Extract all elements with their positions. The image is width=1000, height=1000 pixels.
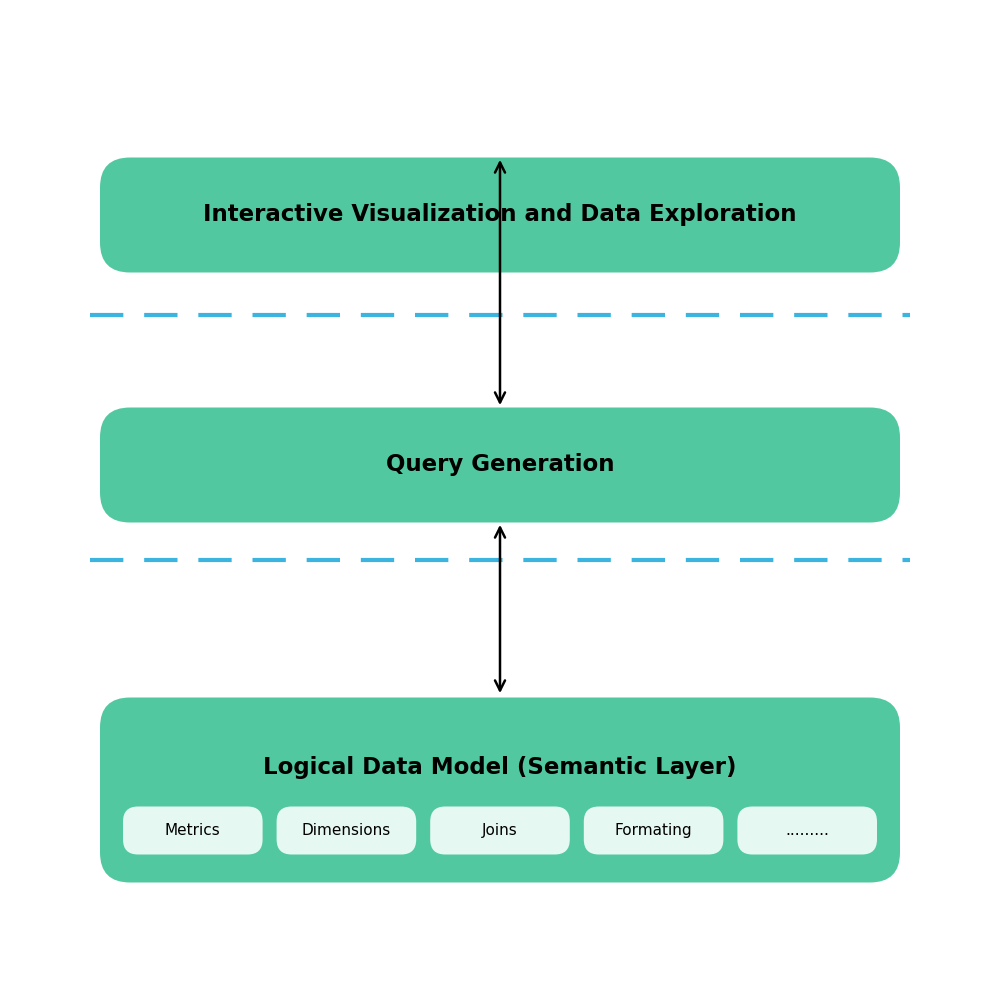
FancyBboxPatch shape xyxy=(100,157,900,272)
Text: Joins: Joins xyxy=(482,823,518,838)
FancyBboxPatch shape xyxy=(737,806,877,854)
FancyBboxPatch shape xyxy=(584,806,723,854)
FancyBboxPatch shape xyxy=(430,806,570,854)
Text: Query Generation: Query Generation xyxy=(386,454,614,477)
Text: Formating: Formating xyxy=(615,823,692,838)
FancyBboxPatch shape xyxy=(123,806,263,854)
Text: Metrics: Metrics xyxy=(165,823,221,838)
FancyBboxPatch shape xyxy=(277,806,416,854)
Text: Interactive Visualization and Data Exploration: Interactive Visualization and Data Explo… xyxy=(203,204,797,227)
Text: Dimensions: Dimensions xyxy=(302,823,391,838)
FancyBboxPatch shape xyxy=(100,408,900,522)
Text: .........: ......... xyxy=(785,823,829,838)
Text: Logical Data Model (Semantic Layer): Logical Data Model (Semantic Layer) xyxy=(263,756,737,779)
FancyBboxPatch shape xyxy=(100,698,900,882)
